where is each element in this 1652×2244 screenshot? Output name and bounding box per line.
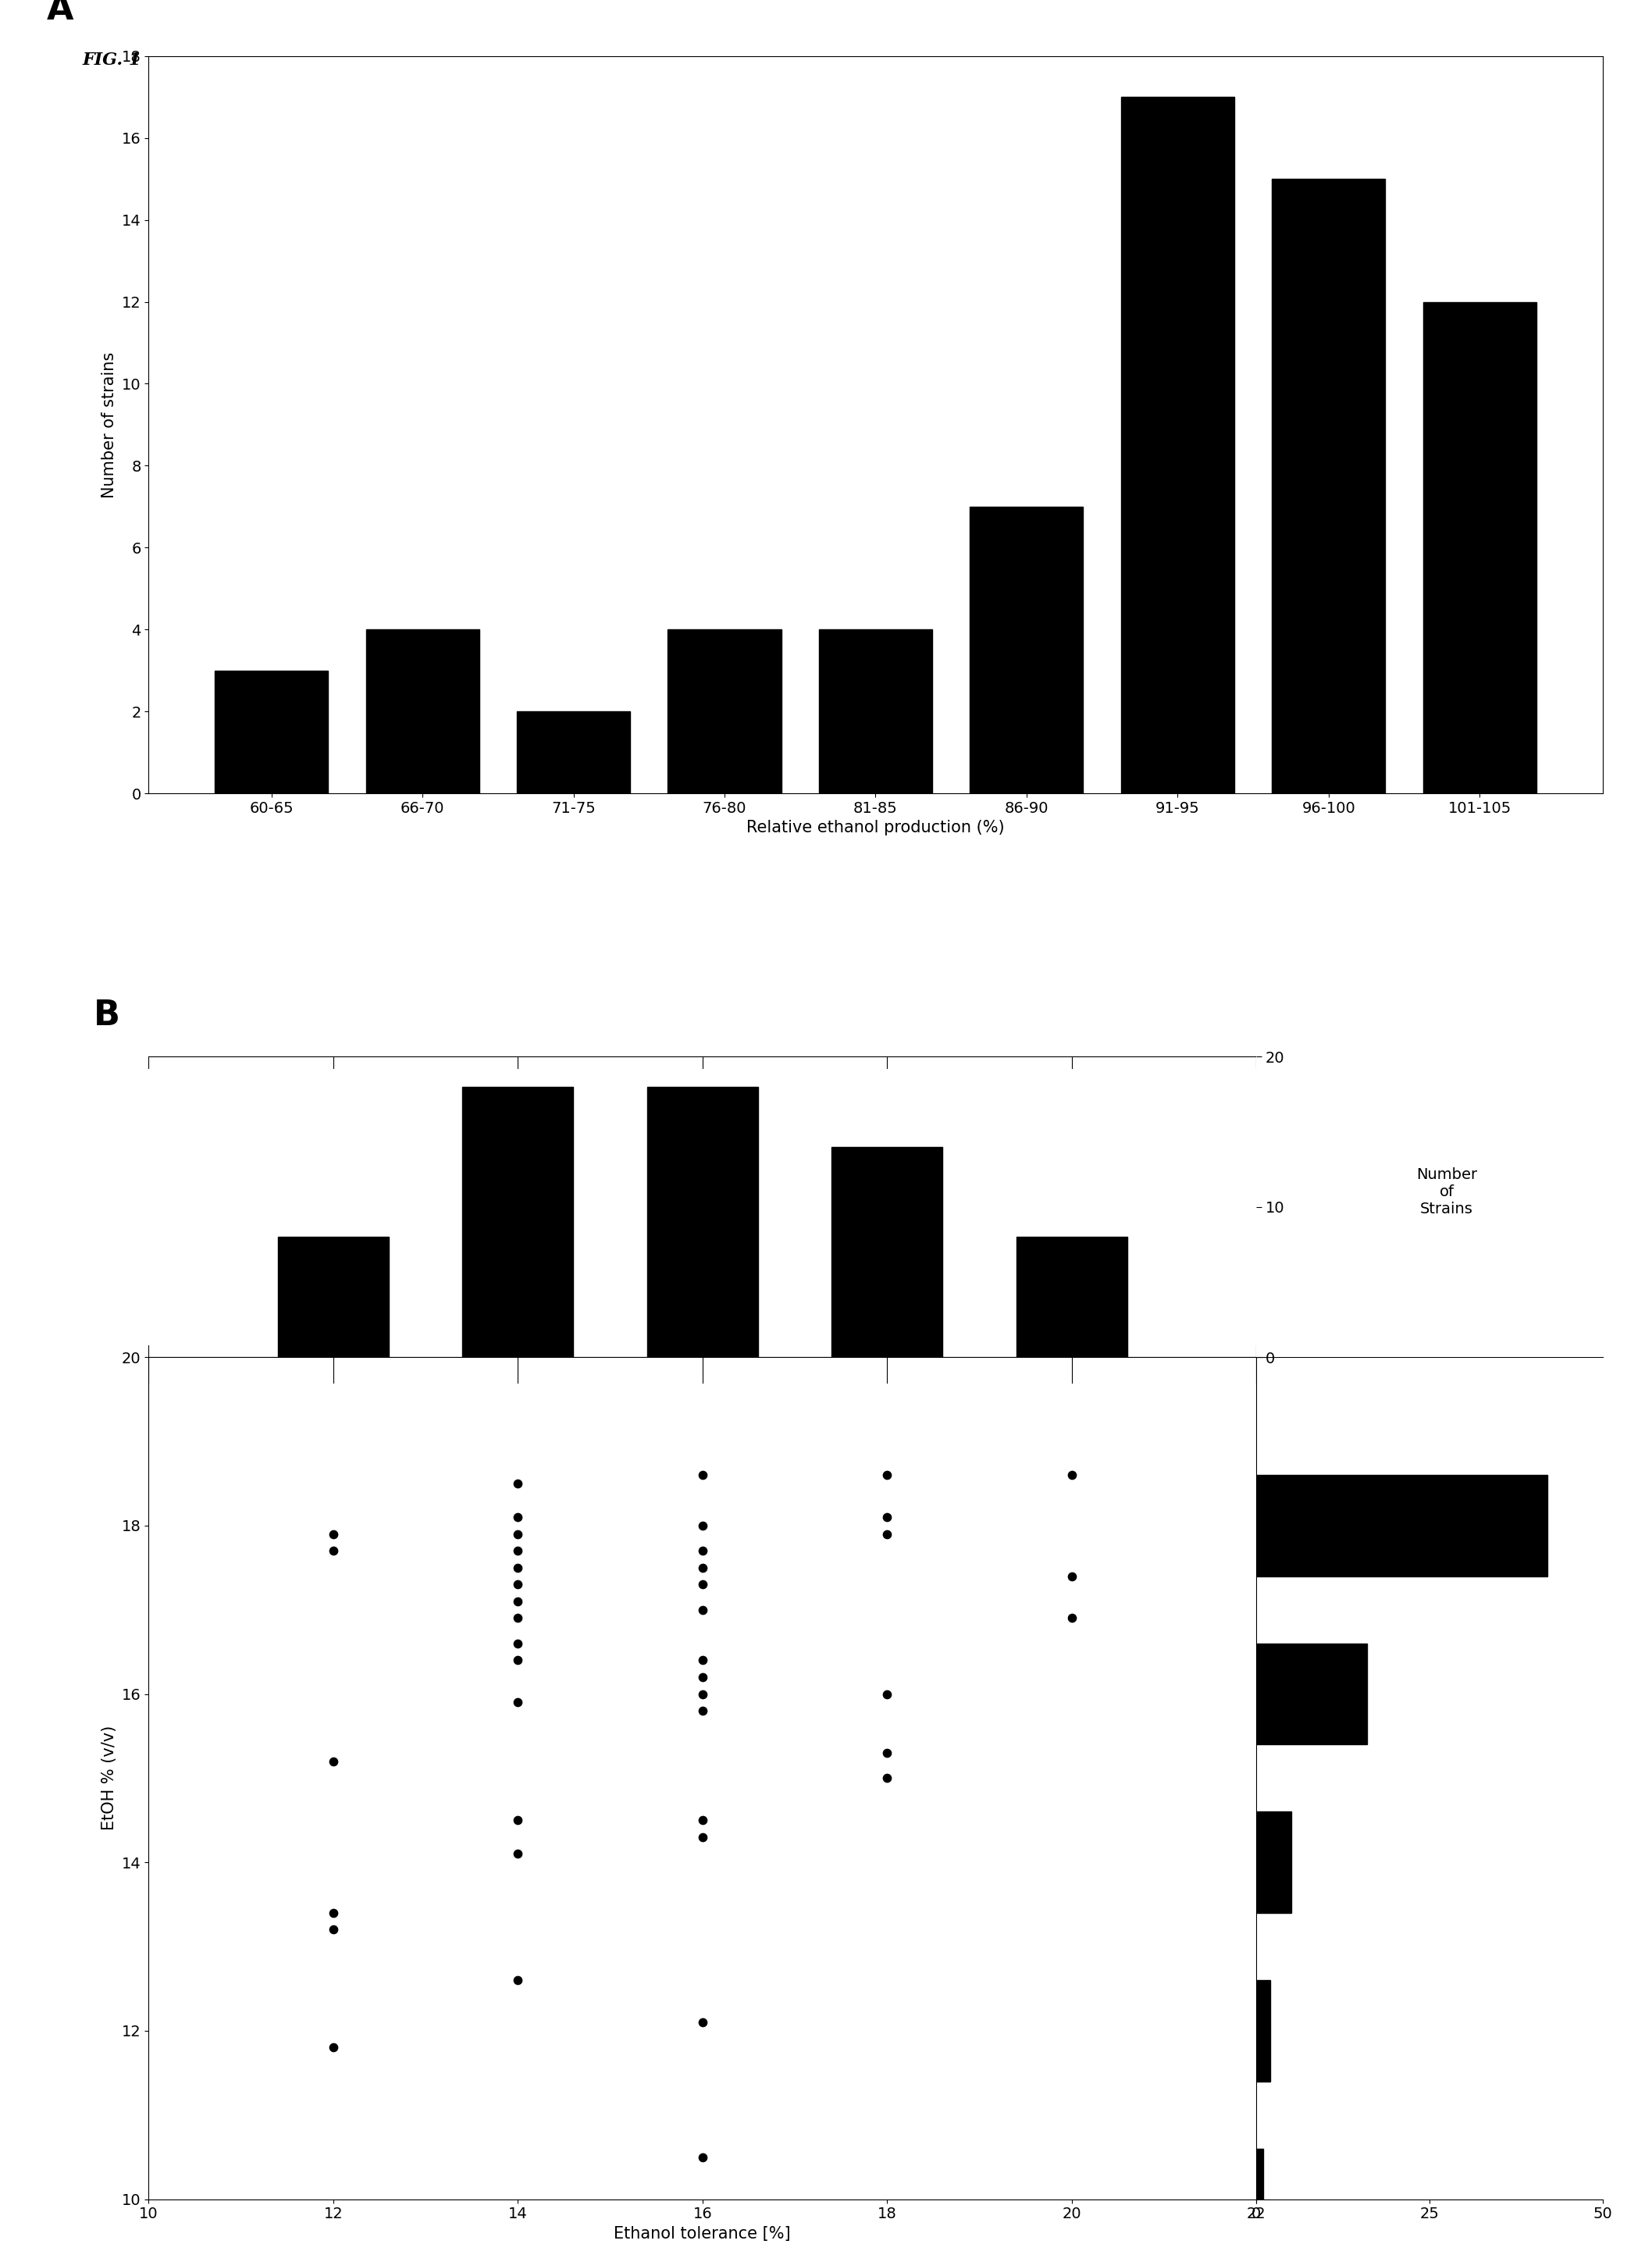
Point — [504, 1584, 530, 1620]
Point — [504, 1465, 530, 1501]
Point — [1059, 1456, 1085, 1492]
Point — [504, 1961, 530, 1997]
Text: FIG. 1: FIG. 1 — [83, 52, 142, 70]
Bar — [1256, 1979, 1270, 2080]
Point — [874, 1735, 900, 1771]
X-axis label: Ethanol tolerance [%]: Ethanol tolerance [%] — [615, 2226, 791, 2242]
Bar — [517, 711, 629, 794]
Point — [689, 1692, 715, 1728]
Bar — [215, 671, 329, 794]
Bar — [970, 507, 1084, 794]
Point — [689, 1456, 715, 1492]
Bar — [1122, 96, 1234, 794]
Bar — [1272, 180, 1386, 794]
Bar — [365, 631, 479, 794]
Point — [1059, 1557, 1085, 1593]
Point — [320, 1744, 347, 1779]
Point — [874, 1759, 900, 1795]
Bar — [667, 631, 781, 794]
Point — [689, 1591, 715, 1627]
Point — [689, 1533, 715, 1569]
Point — [320, 1894, 347, 1930]
Point — [1059, 1600, 1085, 1636]
Text: A: A — [46, 0, 74, 27]
Point — [689, 1566, 715, 1602]
Bar — [1016, 1236, 1127, 1358]
Point — [689, 1802, 715, 1838]
Bar — [1256, 1811, 1290, 1912]
Point — [689, 2004, 715, 2040]
Bar — [1256, 1474, 1546, 1575]
Point — [874, 1676, 900, 1712]
Point — [320, 1533, 347, 1569]
Bar — [463, 1086, 573, 1358]
Point — [689, 1820, 715, 1856]
Y-axis label: Number of strains: Number of strains — [102, 352, 117, 498]
Point — [874, 1499, 900, 1535]
Point — [689, 1551, 715, 1587]
Bar — [648, 1086, 758, 1358]
Point — [689, 1658, 715, 1694]
Bar — [831, 1147, 943, 1358]
Point — [320, 2029, 347, 2064]
Point — [504, 1802, 530, 1838]
Bar — [1422, 303, 1536, 794]
Point — [874, 1517, 900, 1553]
Y-axis label: EtOH % (v/v): EtOH % (v/v) — [102, 1726, 117, 1831]
Bar — [1256, 1643, 1368, 1744]
Point — [874, 1456, 900, 1492]
Point — [320, 1912, 347, 1948]
Bar — [1256, 2148, 1264, 2244]
Point — [320, 1517, 347, 1553]
Point — [689, 1676, 715, 1712]
Point — [504, 1566, 530, 1602]
Point — [504, 1836, 530, 1871]
Point — [504, 1517, 530, 1553]
Point — [504, 1685, 530, 1721]
Text: B: B — [93, 999, 121, 1032]
Point — [504, 1533, 530, 1569]
Point — [504, 1600, 530, 1636]
Bar — [278, 1236, 388, 1358]
Point — [689, 2139, 715, 2174]
Point — [689, 1643, 715, 1679]
Point — [504, 1643, 530, 1679]
Point — [689, 1508, 715, 1544]
X-axis label: Relative ethanol production (%): Relative ethanol production (%) — [747, 819, 1004, 835]
Point — [504, 1499, 530, 1535]
Text: Number
of
Strains: Number of Strains — [1416, 1167, 1477, 1216]
Point — [504, 1551, 530, 1587]
Bar — [819, 631, 932, 794]
Point — [504, 1625, 530, 1661]
